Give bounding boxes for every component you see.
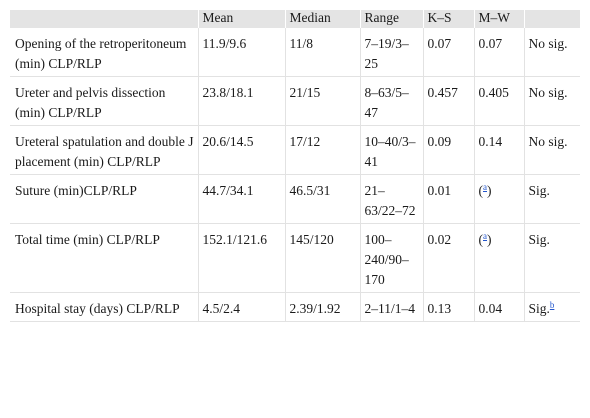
median-cell: 46.5/31 [284, 174, 360, 224]
range-cell: 7–19/3–25 [359, 28, 423, 77]
significance-cell: Sig. [523, 174, 580, 224]
header-cell-range: Range [359, 10, 423, 28]
table-row: Opening of the retroperitoneum (min) CLP… [10, 28, 580, 77]
mean-cell: 44.7/34.1 [197, 174, 285, 224]
footnote-link-a[interactable]: a [483, 182, 487, 192]
table-row: Ureter and pelvis dissection (min) CLP/R… [10, 76, 580, 126]
ks-cell: 0.13 [422, 292, 474, 322]
table-header: Mean Median Range K–S M–W [10, 10, 580, 28]
significance-cell: No sig. [523, 28, 580, 77]
header-cell-empty [10, 10, 198, 28]
range-cell: 8–63/5–47 [359, 76, 423, 126]
significance-cell: No sig. [523, 125, 580, 175]
significance-text: Sig. [528, 301, 550, 316]
mean-cell: 152.1/121.6 [197, 223, 285, 293]
header-cell-mean: Mean [197, 10, 285, 28]
ks-cell: 0.02 [422, 223, 474, 293]
header-cell-sig [523, 10, 580, 28]
mw-cell: 0.405 [473, 76, 524, 126]
header-cell-median: Median [284, 10, 360, 28]
table-row: Ureteral spatulation and double J placem… [10, 125, 580, 175]
range-cell: 2–11/1–4 [359, 292, 423, 322]
ks-cell: 0.457 [422, 76, 474, 126]
footnote-link-a[interactable]: a [483, 231, 487, 241]
mw-close-paren: ) [487, 232, 492, 247]
median-cell: 17/12 [284, 125, 360, 175]
row-label-cell: Total time (min) CLP/RLP [10, 223, 198, 293]
ks-cell: 0.07 [422, 28, 474, 77]
table-row: Total time (min) CLP/RLP 152.1/121.6 145… [10, 223, 580, 293]
median-cell: 11/8 [284, 28, 360, 77]
median-cell: 21/15 [284, 76, 360, 126]
significance-cell: Sig.b [523, 292, 580, 322]
table-row: Suture (min)CLP/RLP 44.7/34.1 46.5/31 21… [10, 174, 580, 224]
significance-cell: No sig. [523, 76, 580, 126]
mw-cell: 0.14 [473, 125, 524, 175]
footnote-link-b[interactable]: b [549, 300, 555, 310]
mw-open-paren: ( [478, 232, 484, 247]
range-cell: 10–40/3–41 [359, 125, 423, 175]
row-label-cell: Suture (min)CLP/RLP [10, 174, 198, 224]
mw-cell: (a) [473, 223, 524, 293]
row-label-cell: Ureteral spatulation and double J placem… [10, 125, 198, 175]
row-label-cell: Ureter and pelvis dissection (min) CLP/R… [10, 76, 198, 126]
mean-cell: 4.5/2.4 [197, 292, 285, 322]
header-cell-mw: M–W [473, 10, 524, 28]
results-table: Mean Median Range K–S M–W Opening of the… [10, 10, 580, 322]
table-body: Opening of the retroperitoneum (min) CLP… [10, 28, 580, 322]
significance-cell: Sig. [523, 223, 580, 293]
mw-open-paren: ( [478, 183, 484, 198]
range-cell: 100–240/90–170 [359, 223, 423, 293]
row-label-cell: Opening of the retroperitoneum (min) CLP… [10, 28, 198, 77]
mw-close-paren: ) [487, 183, 492, 198]
median-cell: 145/120 [284, 223, 360, 293]
ks-cell: 0.01 [422, 174, 474, 224]
row-label-cell: Hospital stay (days) CLP/RLP [10, 292, 198, 322]
mw-cell: 0.04 [473, 292, 524, 322]
mean-cell: 20.6/14.5 [197, 125, 285, 175]
mean-cell: 11.9/9.6 [197, 28, 285, 77]
mw-cell: 0.07 [473, 28, 524, 77]
mw-cell: (a) [473, 174, 524, 224]
median-cell: 2.39/1.92 [284, 292, 360, 322]
header-cell-ks: K–S [422, 10, 474, 28]
range-cell: 21–63/22–72 [359, 174, 423, 224]
mean-cell: 23.8/18.1 [197, 76, 285, 126]
table-row: Hospital stay (days) CLP/RLP 4.5/2.4 2.3… [10, 292, 580, 322]
ks-cell: 0.09 [422, 125, 474, 175]
